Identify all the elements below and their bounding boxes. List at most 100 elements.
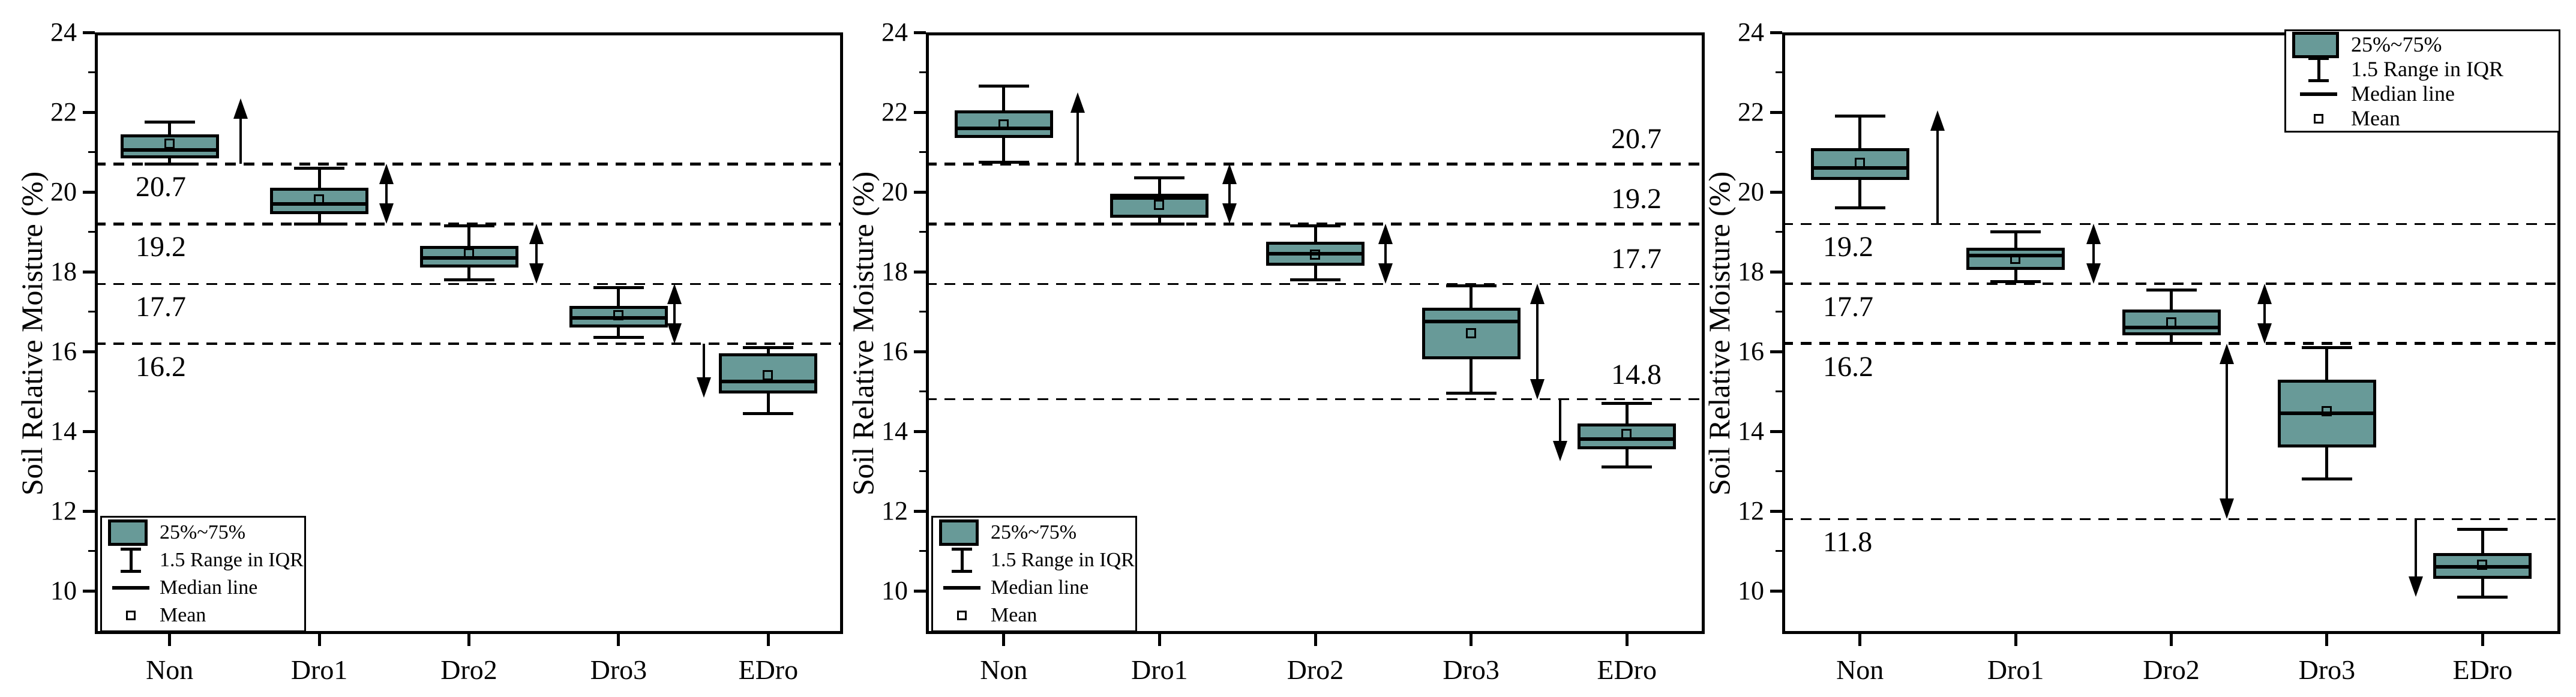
whisker-cap-low bbox=[144, 162, 195, 166]
y-tick-label: 12 bbox=[50, 496, 77, 526]
whisker-cap-low bbox=[294, 222, 345, 226]
y-tick-label: 22 bbox=[1738, 97, 1764, 127]
reference-line bbox=[926, 162, 1705, 166]
y-minor-tick bbox=[1776, 550, 1782, 552]
mean-marker-icon bbox=[2321, 405, 2332, 416]
reference-line-label: 17.7 bbox=[1611, 243, 1662, 275]
iqr-box bbox=[2122, 310, 2221, 336]
legend-icon-slot bbox=[935, 546, 988, 574]
y-minor-tick bbox=[1776, 71, 1782, 73]
whisker-cap-high bbox=[593, 286, 644, 290]
arrow-line bbox=[239, 115, 242, 164]
arrow-down-head-icon bbox=[379, 203, 394, 224]
arrow-up-head-icon bbox=[1530, 284, 1545, 305]
reference-line-label: 16.2 bbox=[1823, 350, 1873, 383]
y-tick-label: 20 bbox=[1738, 177, 1764, 207]
legend-mean-icon bbox=[126, 611, 136, 620]
arrow-line bbox=[385, 181, 388, 208]
x-tick bbox=[1314, 634, 1317, 646]
y-major-tick bbox=[1770, 270, 1782, 274]
legend-icon-slot bbox=[2289, 31, 2349, 58]
legend-mean-icon bbox=[2314, 113, 2323, 124]
mean-marker-icon bbox=[1854, 158, 1865, 169]
whisker-cap-low bbox=[978, 160, 1029, 164]
y-tick-label: 18 bbox=[1738, 257, 1764, 287]
arrow-down-head-icon bbox=[2257, 323, 2272, 344]
y-tick-label: 22 bbox=[881, 97, 908, 127]
y-major-tick bbox=[83, 429, 95, 433]
y-major-tick bbox=[1770, 31, 1782, 34]
legend-icon-slot bbox=[2289, 56, 2349, 82]
mean-marker-icon bbox=[2010, 253, 2021, 264]
legend-median-icon bbox=[112, 586, 149, 590]
whisker-cap-low bbox=[743, 411, 794, 415]
legend-row: 1.5 Range in IQR bbox=[104, 546, 368, 574]
legend-item-label: 25%~75% bbox=[160, 521, 246, 543]
y-minor-tick bbox=[919, 311, 926, 313]
panel-middle: 20.7 19.2 17.7 14.8 10 12 14 16 18 20 22 24 Non Dro1 D… bbox=[846, 0, 1717, 697]
x-tick-label: Dro1 bbox=[1987, 654, 2044, 685]
y-major-tick bbox=[1770, 509, 1782, 513]
y-axis-title: Soil Relative Moisture (%) bbox=[846, 171, 880, 495]
legend-item-label: Median line bbox=[160, 576, 258, 599]
whisker-cap-low bbox=[593, 336, 644, 340]
legend-box-swatch-icon bbox=[939, 519, 979, 546]
whisker-cap-low bbox=[1134, 222, 1185, 226]
x-tick-label: Dro1 bbox=[290, 654, 348, 685]
arrow-up-head-icon bbox=[1378, 224, 1393, 245]
iqr-box bbox=[1966, 248, 2065, 270]
whisker-cap-low bbox=[443, 278, 494, 281]
y-major-tick bbox=[914, 190, 926, 194]
reference-line bbox=[95, 162, 843, 166]
whisker-cap-high bbox=[2146, 288, 2197, 292]
whisker-cap-high bbox=[978, 85, 1029, 88]
y-minor-tick bbox=[1776, 151, 1782, 154]
legend-row: Median line bbox=[2289, 82, 2553, 106]
y-major-tick bbox=[83, 589, 95, 593]
reference-line-label: 16.2 bbox=[136, 350, 186, 383]
legend-iqr-icon bbox=[2317, 58, 2320, 81]
reference-line bbox=[1782, 518, 2560, 521]
legend-box-swatch-icon bbox=[108, 519, 148, 546]
arrow-up-head-icon bbox=[529, 224, 544, 245]
whisker-cap-low bbox=[1602, 465, 1653, 469]
y-minor-tick bbox=[88, 231, 95, 233]
legend-row: 1.5 Range in IQR bbox=[2289, 56, 2553, 82]
legend-row: Mean bbox=[935, 602, 1199, 629]
x-tick-label: Dro1 bbox=[1131, 654, 1188, 685]
plot-area: 20.7 19.2 17.7 16.2 10 12 14 16 18 20 22 24 Non Dro1 D… bbox=[15, 17, 843, 685]
y-minor-tick bbox=[919, 470, 926, 473]
mean-marker-icon bbox=[2477, 559, 2488, 570]
y-tick-label: 14 bbox=[1738, 416, 1764, 446]
x-tick bbox=[168, 634, 172, 646]
y-major-tick bbox=[914, 509, 926, 513]
arrow-line bbox=[535, 241, 538, 268]
arrow-line bbox=[2414, 519, 2417, 581]
x-tick-label: EDro bbox=[2452, 654, 2513, 685]
whisker-cap-low bbox=[1290, 278, 1341, 281]
legend: 25%~75% 1.5 Range in IQR Median line Mean bbox=[100, 516, 306, 632]
legend-item-label: 1.5 Range in IQR bbox=[991, 549, 1135, 571]
whisker-cap-high bbox=[1446, 284, 1497, 287]
y-minor-tick bbox=[1776, 390, 1782, 393]
whisker-cap-high bbox=[2457, 527, 2508, 531]
arrow-down-head-icon bbox=[697, 377, 712, 398]
legend-iqr-icon bbox=[129, 549, 133, 572]
arrow-line bbox=[1536, 301, 1539, 383]
arrow-down-head-icon bbox=[529, 263, 544, 284]
reference-line bbox=[1782, 223, 2560, 225]
whisker-cap-low bbox=[1990, 280, 2041, 284]
y-tick-label: 14 bbox=[50, 416, 77, 446]
legend-item-label: 25%~75% bbox=[991, 521, 1077, 543]
y-tick-label: 10 bbox=[881, 576, 908, 606]
legend-icon-slot bbox=[104, 602, 157, 629]
y-tick-label: 20 bbox=[881, 177, 908, 207]
whisker-cap-high bbox=[2301, 346, 2352, 349]
x-tick bbox=[1470, 634, 1473, 646]
y-major-tick bbox=[1770, 589, 1782, 593]
whisker-cap-high bbox=[144, 121, 195, 124]
x-tick bbox=[2481, 634, 2484, 646]
iqr-box bbox=[1422, 307, 1521, 360]
y-tick-label: 16 bbox=[1738, 337, 1764, 366]
arrow-line bbox=[703, 343, 706, 381]
